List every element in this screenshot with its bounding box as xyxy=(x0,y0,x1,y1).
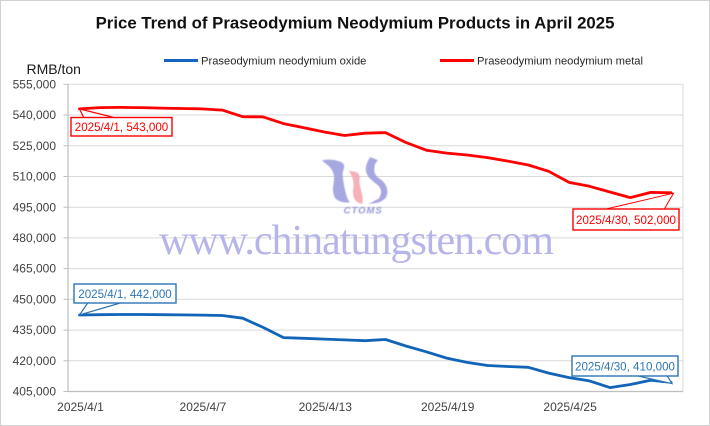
svg-text:RMB/ton: RMB/ton xyxy=(27,61,81,77)
svg-text:435,000: 435,000 xyxy=(13,323,57,337)
svg-text:2025/4/7: 2025/4/7 xyxy=(180,400,227,414)
svg-text:2025/4/1, 442,000: 2025/4/1, 442,000 xyxy=(78,288,171,301)
svg-text:510,000: 510,000 xyxy=(13,170,57,184)
svg-text:2025/4/1: 2025/4/1 xyxy=(57,400,104,414)
svg-text:555,000: 555,000 xyxy=(13,77,57,91)
svg-text:450,000: 450,000 xyxy=(13,292,57,306)
svg-text:480,000: 480,000 xyxy=(13,231,57,245)
svg-text:405,000: 405,000 xyxy=(13,385,57,399)
svg-text:525,000: 525,000 xyxy=(13,139,57,153)
svg-text:465,000: 465,000 xyxy=(13,262,57,276)
svg-text:2025/4/13: 2025/4/13 xyxy=(299,400,353,414)
svg-text:www.chinatungsten.com: www.chinatungsten.com xyxy=(159,218,554,264)
svg-text:Praseodymium neodymium metal: Praseodymium neodymium metal xyxy=(477,55,643,67)
svg-text:2025/4/30, 502,000: 2025/4/30, 502,000 xyxy=(576,214,676,227)
svg-text:540,000: 540,000 xyxy=(13,108,57,122)
svg-text:2025/4/30, 410,000: 2025/4/30, 410,000 xyxy=(575,360,675,373)
svg-text:420,000: 420,000 xyxy=(13,354,57,368)
svg-text:2025/4/25: 2025/4/25 xyxy=(543,400,597,414)
svg-text:2025/4/1, 543,000: 2025/4/1, 543,000 xyxy=(75,121,168,134)
svg-text:CTOMS: CTOMS xyxy=(344,205,383,216)
svg-text:495,000: 495,000 xyxy=(13,200,57,214)
svg-text:2025/4/19: 2025/4/19 xyxy=(421,400,475,414)
svg-text:Praseodymium neodymium oxide: Praseodymium neodymium oxide xyxy=(201,55,366,67)
svg-text:Price Trend of Praseodymium Ne: Price Trend of Praseodymium Neodymium Pr… xyxy=(96,14,615,33)
